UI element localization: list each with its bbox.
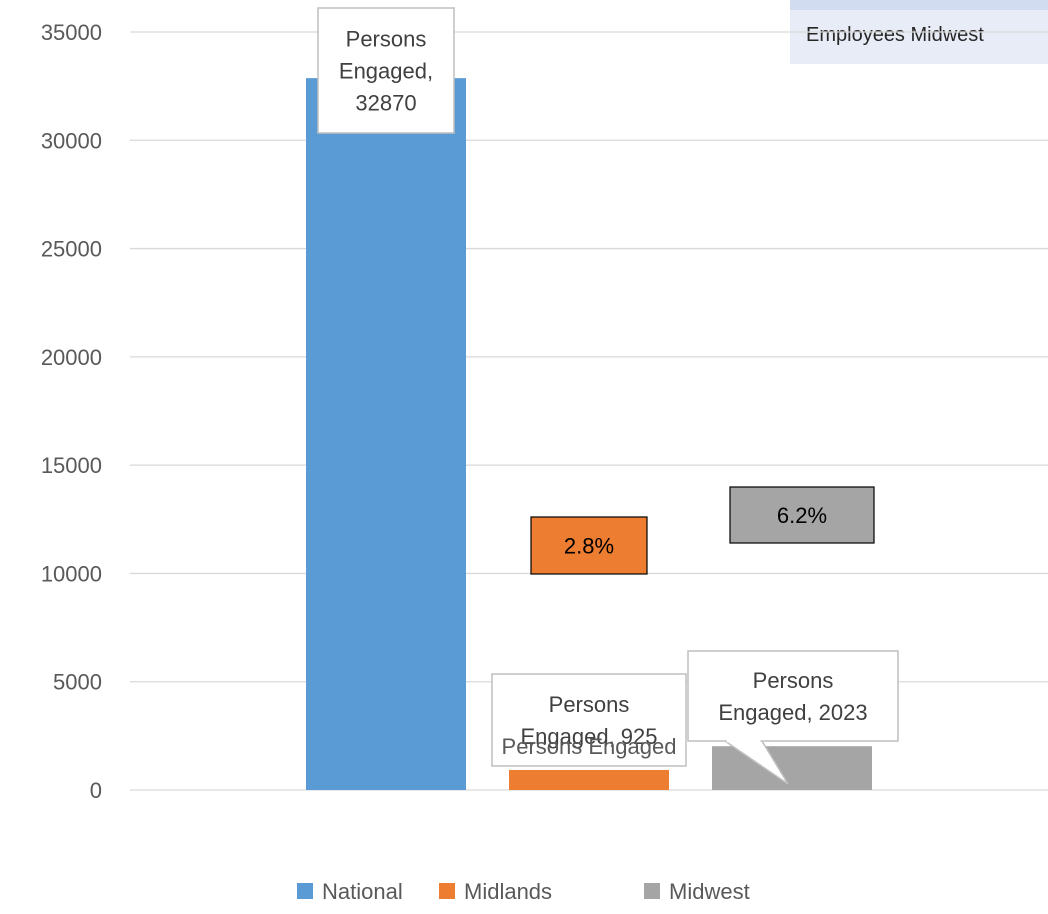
legend-swatch bbox=[644, 883, 660, 899]
corner-header-strip bbox=[790, 0, 1048, 10]
share-label-midlands: 2.8% bbox=[530, 516, 648, 575]
legend-label: Midlands bbox=[464, 879, 552, 904]
legend-item-midwest: Midwest bbox=[644, 879, 750, 904]
share-labels: 2.8% 6.2% bbox=[530, 486, 875, 575]
share-label-text: 6.2% bbox=[777, 503, 827, 528]
data-label-line: Engaged, 925 bbox=[520, 724, 657, 749]
y-tick-label: 25000 bbox=[41, 237, 102, 262]
legend-swatch bbox=[439, 883, 455, 899]
legend-label: National bbox=[322, 879, 403, 904]
y-tick-label: 20000 bbox=[41, 345, 102, 370]
share-label-text: 2.8% bbox=[564, 534, 614, 559]
data-label-line: 32870 bbox=[355, 91, 416, 116]
y-tick-label: 10000 bbox=[41, 561, 102, 586]
legend-swatch bbox=[297, 883, 313, 899]
y-axis: 0 5000 10000 15000 20000 25000 30000 35000 bbox=[41, 20, 102, 803]
category-label: Persons Engaged bbox=[502, 734, 677, 759]
data-label-line: Engaged, bbox=[339, 59, 433, 84]
data-label-line: Persons bbox=[346, 27, 427, 52]
callout-midwest: Persons Engaged, 2023 bbox=[687, 650, 899, 785]
callout-box bbox=[687, 650, 899, 742]
y-tick-label: 0 bbox=[90, 778, 102, 803]
legend-label: Midwest bbox=[669, 879, 750, 904]
data-label-line: Persons bbox=[753, 668, 834, 693]
share-label-box bbox=[530, 516, 648, 575]
bars bbox=[306, 78, 872, 791]
share-label-box bbox=[729, 486, 875, 544]
legend: National Midlands Midwest bbox=[297, 879, 750, 904]
data-label-line: Persons bbox=[549, 692, 630, 717]
legend-item-national: National bbox=[297, 879, 403, 904]
bar-midwest bbox=[712, 746, 872, 790]
legend-item-midlands: Midlands bbox=[439, 879, 552, 904]
y-tick-label: 30000 bbox=[41, 128, 102, 153]
callout-national: Persons Engaged, 32870 bbox=[317, 7, 455, 134]
y-tick-label: 35000 bbox=[41, 20, 102, 45]
bar-national bbox=[306, 78, 466, 791]
callout-midlands: Persons Engaged, 925 bbox=[491, 673, 687, 767]
callout-box bbox=[317, 7, 455, 134]
data-label-line: Engaged, 2023 bbox=[718, 700, 867, 725]
y-tick-label: 15000 bbox=[41, 453, 102, 478]
corner-label: Employees Midwest bbox=[806, 24, 984, 46]
bar-midlands bbox=[509, 769, 669, 790]
share-label-midwest: 6.2% bbox=[729, 486, 875, 544]
y-tick-label: 5000 bbox=[53, 670, 102, 695]
callout-box bbox=[491, 673, 687, 767]
